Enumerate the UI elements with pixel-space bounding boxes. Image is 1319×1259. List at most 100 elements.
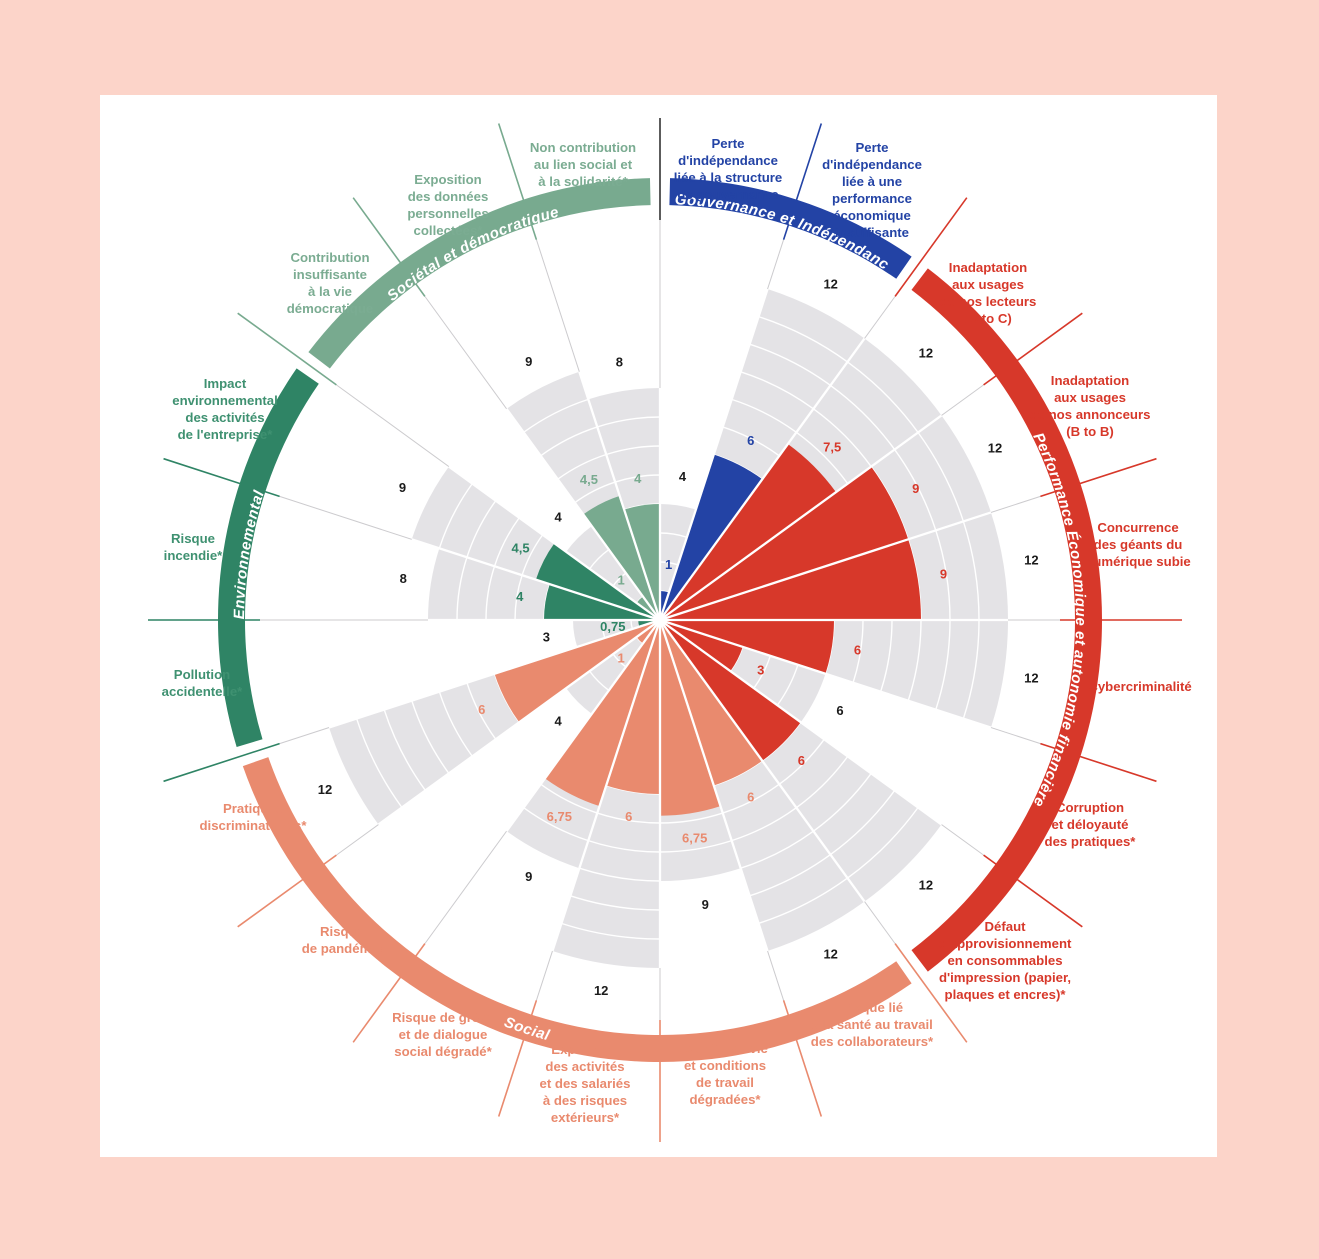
spoke-value-label-4: 9 xyxy=(940,567,947,582)
spoke-max-label-2: 12 xyxy=(919,346,933,361)
label-separator-line xyxy=(237,312,337,386)
spoke-value-wedge-12 xyxy=(636,620,660,644)
grid-ring-arc xyxy=(561,922,661,940)
spoke-value-label-5: 6 xyxy=(854,643,861,658)
spoke-value-label-16: 4,5 xyxy=(512,540,530,555)
spoke-value-wedge-3 xyxy=(660,466,909,620)
spoke-divider-white xyxy=(659,414,943,621)
grid-ring-arc xyxy=(749,343,831,386)
grid-ring-arc xyxy=(570,895,661,911)
risk-label-2: Inadaptation aux usages de nos lecteurs (B … xyxy=(940,260,1037,326)
spoke-value-label-1: 6 xyxy=(747,433,754,448)
grid-ring-arc xyxy=(574,481,616,504)
risk-label-12: Risque de pandémie xyxy=(302,924,383,956)
risk-label-1: Perte d'indépendance liée à une performance… xyxy=(822,140,922,240)
spoke-max-label-12: 4 xyxy=(555,713,563,728)
sector-band-3 xyxy=(218,368,319,748)
spoke-value-label-6: 3 xyxy=(757,663,764,678)
center-dot xyxy=(657,617,663,623)
spoke-max-label-15: 8 xyxy=(400,571,407,586)
spoke-divider-white xyxy=(659,619,943,826)
spoke-value-label-7: 6 xyxy=(798,753,805,768)
spoke-divider-white xyxy=(659,337,866,621)
spoke-divider-white xyxy=(377,619,661,826)
risk-label-5: Cybercriminalité xyxy=(1088,679,1191,694)
spoke-max-label-8: 12 xyxy=(823,946,837,961)
spoke-max-area-17 xyxy=(566,526,660,620)
label-separator-line xyxy=(163,742,280,783)
spoke-max-label-9: 9 xyxy=(702,897,709,912)
grid-ring-arc xyxy=(813,773,872,832)
spoke-divider-white xyxy=(505,408,661,621)
spoke-max-label-4: 12 xyxy=(1024,553,1038,568)
grid-ring-arc xyxy=(830,790,896,856)
spoke-max-label-11: 9 xyxy=(525,869,532,884)
sector-band-4 xyxy=(308,178,651,369)
grid-ring-arc xyxy=(588,839,661,853)
grid-ring-arc xyxy=(411,700,450,774)
spoke-divider-white xyxy=(659,618,992,729)
spoke-value-label-12: 1 xyxy=(617,650,624,665)
grid-ring-arc xyxy=(722,426,780,457)
risk-label-0: Perte d'indépendance liée à la structure de… xyxy=(674,136,782,202)
risk-label-11: Risque de grève et de dialogue social dégr… xyxy=(392,1010,494,1059)
spoke-value-wedge-18 xyxy=(583,495,660,620)
risk-label-8: Risque lié à la santé au travail des colla… xyxy=(811,1000,934,1049)
grid-ring-arc xyxy=(894,449,937,531)
spoke-max-label-3: 12 xyxy=(988,441,1002,456)
grid-ring-arc xyxy=(493,517,520,567)
grid-ring-arc xyxy=(795,431,849,485)
spoke-max-label-16: 9 xyxy=(399,480,406,495)
spoke-value-label-15: 4 xyxy=(516,589,524,604)
grid-ring-arc xyxy=(659,839,732,853)
grid-ring-arc xyxy=(579,867,661,882)
spoke-max-label-10: 12 xyxy=(594,983,608,998)
grid-ring-arc xyxy=(731,398,797,433)
grid-ring-arc xyxy=(485,566,496,621)
spoke-value-wedge-11 xyxy=(544,620,660,807)
grid-ring-arc xyxy=(879,619,893,692)
sector-band-0 xyxy=(669,178,912,279)
spoke-max-label-0: 4 xyxy=(679,469,687,484)
spoke-value-wedge-6 xyxy=(660,620,743,672)
grid-ring-arc xyxy=(514,574,523,621)
grid-ring-arc xyxy=(758,877,848,925)
spoke-divider-white xyxy=(505,619,661,832)
risk-label-16: Impact environnemental des activités de l'e… xyxy=(172,376,278,442)
grid-ring-arc xyxy=(606,445,661,456)
risk-label-19: Non contribution au lien social et à la so… xyxy=(530,140,636,189)
spoke-value-label-3: 9 xyxy=(912,481,919,496)
grid-ring-arc xyxy=(776,664,799,706)
spoke-value-label-8: 6 xyxy=(747,790,754,805)
spoke-value-label-10: 6 xyxy=(625,809,632,824)
spoke-value-label-18: 4,5 xyxy=(580,472,598,487)
risk-label-14: Pollution accidentelle* xyxy=(162,667,243,699)
spoke-divider-white xyxy=(659,511,992,622)
spoke-max-label-18: 9 xyxy=(525,354,532,369)
grid-ring-arc xyxy=(597,812,661,824)
spoke-max-label-19: 8 xyxy=(616,355,623,370)
sector-band-1 xyxy=(911,268,1102,972)
grid-ring-arc xyxy=(659,812,723,824)
grid-ring-arc xyxy=(521,534,544,576)
risk-label-3: Inadaptation aux usages de nos annonceurs(… xyxy=(1030,373,1151,439)
grid-ring-arc xyxy=(614,474,661,483)
spoke-divider-white xyxy=(328,618,661,729)
spoke-value-wedge-13 xyxy=(494,620,660,723)
risk-label-9: Qualité de vie et conditions de travail dég… xyxy=(682,1041,768,1107)
grid-ring-arc xyxy=(383,709,426,791)
risk-label-7: Défaut d'approvisionnement en consommables… xyxy=(939,919,1072,1002)
grid-ring-arc xyxy=(557,453,607,480)
grid-ring-arc xyxy=(722,783,780,814)
risk-label-18: Exposition des données personnelles collect… xyxy=(407,172,488,238)
grid-ring-arc xyxy=(523,398,589,433)
grid-ring-arc xyxy=(758,315,848,363)
grid-ring-arc xyxy=(523,807,589,842)
label-separator-line xyxy=(894,943,968,1043)
grid-ring-arc xyxy=(778,738,825,785)
grid-ring-arc xyxy=(907,619,922,701)
grid-ring-arc xyxy=(355,718,403,808)
risk-label-17: Contribution insuffisante à la vie démocrat… xyxy=(287,250,373,316)
grid-ring-arc xyxy=(962,619,980,719)
grid-ring-arc xyxy=(753,655,771,689)
